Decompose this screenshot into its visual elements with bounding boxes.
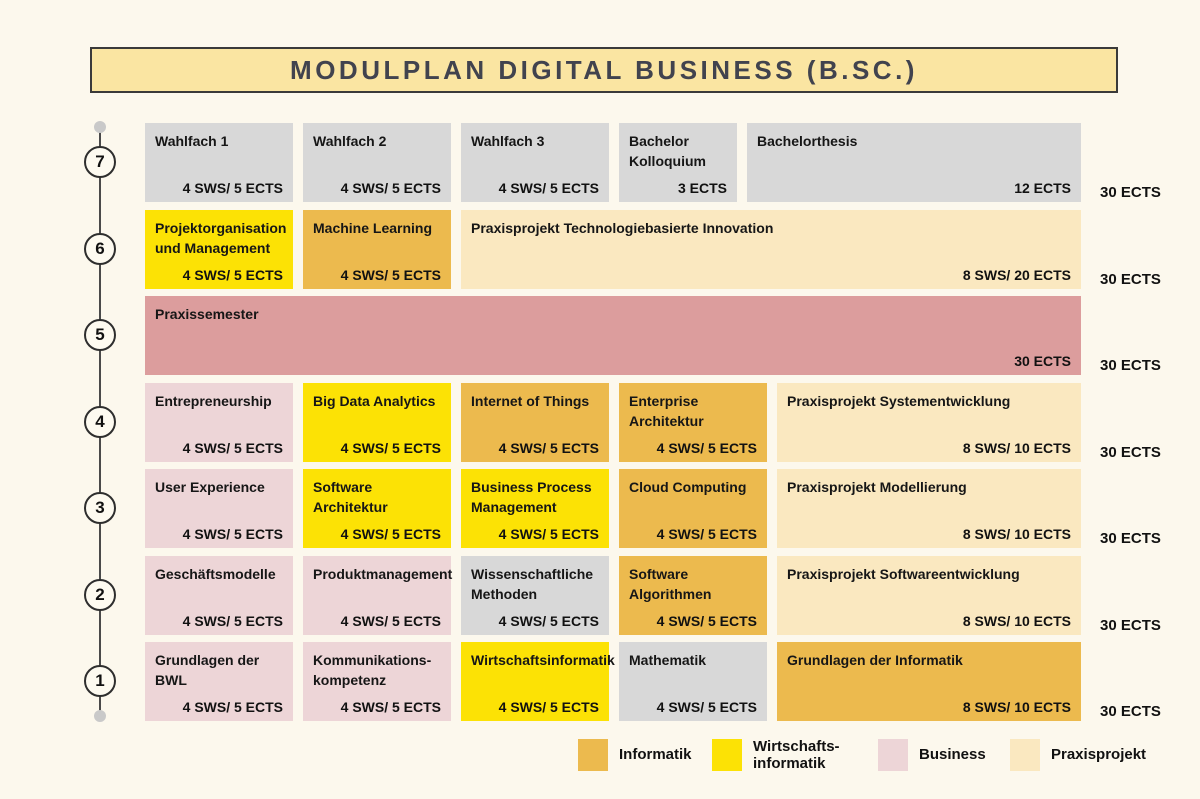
legend-item-wirtschaftsinformatik: Wirtschafts- informatik (712, 738, 840, 772)
module-entrepreneurship: Entrepreneurship 4 SWS/ 5 ECTS (145, 383, 293, 462)
timeline-start-dot (94, 121, 106, 133)
semester-2-row: Geschäftsmodelle 4 SWS/ 5 ECTS Produktma… (145, 556, 1081, 635)
semester-7-row: Wahlfach 1 4 SWS/ 5 ECTS Wahlfach 2 4 SW… (145, 123, 1081, 202)
module-kommunikationskompetenz: Kommunikations- kompetenz 4 SWS/ 5 ECTS (303, 642, 451, 721)
semester-3-total-ects: 30 ECTS (1100, 530, 1161, 547)
module-bachelorthesis: Bachelorthesis 12 ECTS (747, 123, 1081, 202)
legend-swatch-wirtschaftsinformatik (712, 739, 742, 771)
module-produktmanagement: Produktmanagement 4 SWS/ 5 ECTS (303, 556, 452, 635)
semester-4-badge: 4 (84, 406, 116, 438)
module-praxisprojekt-systementwicklung: Praxisprojekt Systementwicklung 8 SWS/ 1… (777, 383, 1081, 462)
module-user-experience: User Experience 4 SWS/ 5 ECTS (145, 469, 293, 548)
semester-3-badge: 3 (84, 492, 116, 524)
semester-3-row: User Experience 4 SWS/ 5 ECTS Software A… (145, 469, 1081, 548)
semester-6-row: Projektorganisation und Management 4 SWS… (145, 210, 1081, 289)
module-software-architektur: Software Architektur 4 SWS/ 5 ECTS (303, 469, 451, 548)
semester-1-badge: 1 (84, 665, 116, 697)
module-praxisprojekt-softwareentwicklung: Praxisprojekt Softwareentwicklung 8 SWS/… (777, 556, 1081, 635)
module-praxisprojekt-modellierung: Praxisprojekt Modellierung 8 SWS/ 10 ECT… (777, 469, 1081, 548)
module-grundlagen-der-bwl: Grundlagen der BWL 4 SWS/ 5 ECTS (145, 642, 293, 721)
semester-4-total-ects: 30 ECTS (1100, 444, 1161, 461)
semester-2-badge: 2 (84, 579, 116, 611)
module-geschaeftsmodelle: Geschäftsmodelle 4 SWS/ 5 ECTS (145, 556, 293, 635)
module-wirtschaftsinformatik: Wirtschaftsinformatik 4 SWS/ 5 ECTS (461, 642, 615, 721)
legend-swatch-business (878, 739, 908, 771)
semester-7-total-ects: 30 ECTS (1100, 184, 1161, 201)
legend-item-business: Business (878, 738, 986, 772)
module-enterprise-architektur: Enterprise Architektur 4 SWS/ 5 ECTS (619, 383, 767, 462)
module-wahlfach-1: Wahlfach 1 4 SWS/ 5 ECTS (145, 123, 293, 202)
semester-6-total-ects: 30 ECTS (1100, 271, 1161, 288)
module-business-process-management: Business Process Management 4 SWS/ 5 ECT… (461, 469, 609, 548)
module-praxissemester: Praxissemester 30 ECTS (145, 296, 1081, 375)
module-big-data-analytics: Big Data Analytics 4 SWS/ 5 ECTS (303, 383, 451, 462)
module-bachelor-kolloquium: Bachelor Kolloquium 3 ECTS (619, 123, 737, 202)
module-wissenschaftliche-methoden: Wissenschaftliche Methoden 4 SWS/ 5 ECTS (461, 556, 609, 635)
semester-6-badge: 6 (84, 233, 116, 265)
legend-item-praxisprojekt: Praxisprojekt (1010, 738, 1146, 772)
module-machine-learning: Machine Learning 4 SWS/ 5 ECTS (303, 210, 451, 289)
module-grundlagen-der-informatik: Grundlagen der Informatik 8 SWS/ 10 ECTS (777, 642, 1081, 721)
semester-4-row: Entrepreneurship 4 SWS/ 5 ECTS Big Data … (145, 383, 1081, 462)
module-software-algorithmen: Software Algorithmen 4 SWS/ 5 ECTS (619, 556, 767, 635)
legend-item-informatik: Informatik (578, 738, 692, 772)
module-wahlfach-2: Wahlfach 2 4 SWS/ 5 ECTS (303, 123, 451, 202)
semester-1-total-ects: 30 ECTS (1100, 703, 1161, 720)
module-wahlfach-3: Wahlfach 3 4 SWS/ 5 ECTS (461, 123, 609, 202)
legend-swatch-praxisprojekt (1010, 739, 1040, 771)
module-cloud-computing: Cloud Computing 4 SWS/ 5 ECTS (619, 469, 767, 548)
module-mathematik: Mathematik 4 SWS/ 5 ECTS (619, 642, 767, 721)
page-title: MODULPLAN DIGITAL BUSINESS (B.SC.) (90, 47, 1118, 93)
timeline-end-dot (94, 710, 106, 722)
semester-5-badge: 5 (84, 319, 116, 351)
semester-1-row: Grundlagen der BWL 4 SWS/ 5 ECTS Kommuni… (145, 642, 1081, 721)
module-projektorganisation-und-management: Projektorganisation und Management 4 SWS… (145, 210, 293, 289)
semester-5-row: Praxissemester 30 ECTS (145, 296, 1081, 375)
semester-5-total-ects: 30 ECTS (1100, 357, 1161, 374)
semester-2-total-ects: 30 ECTS (1100, 617, 1161, 634)
module-internet-of-things: Internet of Things 4 SWS/ 5 ECTS (461, 383, 609, 462)
semester-7-badge: 7 (84, 146, 116, 178)
legend-swatch-informatik (578, 739, 608, 771)
module-praxisprojekt-technologiebasierte-innovation: Praxisprojekt Technologiebasierte Innova… (461, 210, 1081, 289)
